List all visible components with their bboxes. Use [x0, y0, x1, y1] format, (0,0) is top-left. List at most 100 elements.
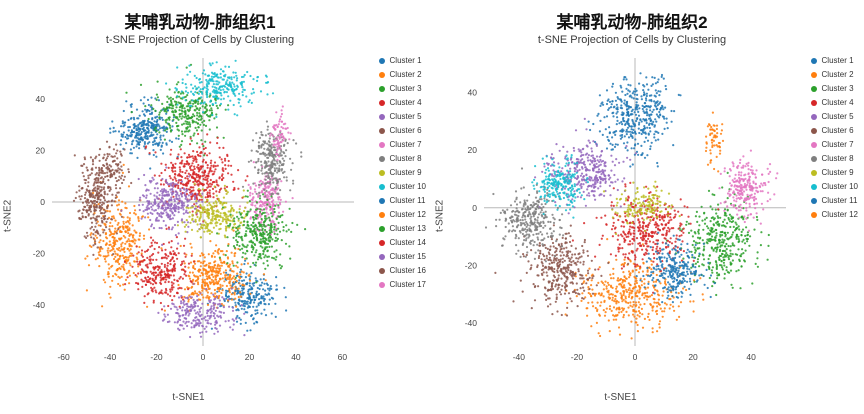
legend-item[interactable]: Cluster 1 — [810, 56, 858, 65]
legend-label: Cluster 7 — [821, 140, 854, 149]
y-tick-label: 0 — [472, 203, 477, 213]
x-tick-label: 0 — [201, 352, 206, 362]
legend-item[interactable]: Cluster 6 — [378, 126, 426, 135]
legend-marker-icon — [810, 169, 817, 176]
legend-item[interactable]: Cluster 13 — [378, 224, 426, 233]
cluster-points — [120, 166, 214, 246]
legend-label: Cluster 5 — [821, 112, 854, 121]
legend-marker-icon — [810, 113, 817, 120]
tsne-panel-lung2: 某哺乳动物-肺组织2 t-SNE Projection of Cells by … — [432, 0, 864, 414]
legend-label: Cluster 4 — [389, 98, 422, 107]
x-tick-label: 40 — [291, 352, 301, 362]
panel-title: 某哺乳动物-肺组织2 — [556, 13, 708, 32]
legend-marker-icon — [378, 225, 385, 232]
legend-item[interactable]: Cluster 2 — [378, 70, 426, 79]
panel-subtitle: t-SNE Projection of Cells by Clustering — [105, 34, 295, 46]
cluster-points — [161, 227, 267, 312]
legend-item[interactable]: Cluster 11 — [810, 196, 858, 205]
scatter-plot[interactable]: -40 -20 0 20 40 -40 -20 0 20 40 — [448, 48, 793, 383]
legend-item[interactable]: Cluster 5 — [378, 112, 426, 121]
legend-item[interactable]: Cluster 17 — [378, 280, 426, 289]
cluster-points — [602, 180, 681, 236]
y-tick-label: -20 — [33, 248, 46, 258]
legend-label: Cluster 10 — [389, 182, 426, 191]
cluster-points — [206, 259, 288, 332]
legend-item[interactable]: Cluster 10 — [378, 182, 426, 191]
legend-item[interactable]: Cluster 10 — [810, 182, 858, 191]
legend-label: Cluster 2 — [821, 70, 854, 79]
scatter-plot[interactable]: -60 -40 -20 0 20 40 60 -40 -20 0 20 40 — [16, 48, 361, 383]
legend-item[interactable]: Cluster 12 — [810, 210, 858, 219]
legend-item[interactable]: Cluster 14 — [378, 238, 426, 247]
cluster-points — [564, 238, 705, 340]
legend-marker-icon — [378, 267, 385, 274]
legend-label: Cluster 1 — [821, 56, 854, 65]
cluster-points — [241, 120, 303, 198]
cluster-points — [165, 59, 275, 118]
x-tick-label: 60 — [338, 352, 348, 362]
legend-marker-icon — [810, 197, 817, 204]
x-tick-label: -60 — [57, 352, 70, 362]
legend-item[interactable]: Cluster 3 — [810, 84, 858, 93]
cluster-points — [72, 140, 123, 256]
legend-marker-icon — [378, 211, 385, 218]
legend-label: Cluster 1 — [389, 56, 422, 65]
legend-item[interactable]: Cluster 1 — [378, 56, 426, 65]
legend-label: Cluster 5 — [389, 112, 422, 121]
x-axis-label: t-SNE1 — [604, 392, 637, 403]
legend-item[interactable]: Cluster 3 — [378, 84, 426, 93]
x-tick-label: -40 — [513, 352, 526, 362]
legend-label: Cluster 6 — [389, 126, 422, 135]
legend-item[interactable]: Cluster 12 — [378, 210, 426, 219]
legend-item[interactable]: Cluster 6 — [810, 126, 858, 135]
legend-item[interactable]: Cluster 5 — [810, 112, 858, 121]
legend-item[interactable]: Cluster 7 — [378, 140, 426, 149]
legend-item[interactable]: Cluster 8 — [810, 154, 858, 163]
legend-item[interactable]: Cluster 9 — [378, 168, 426, 177]
cluster-points — [216, 189, 307, 284]
legend-label: Cluster 8 — [821, 154, 854, 163]
legend-item[interactable]: Cluster 11 — [378, 196, 426, 205]
panel-title: 某哺乳动物-肺组织1 — [124, 13, 276, 32]
legend-marker-icon — [378, 99, 385, 106]
legend-label: Cluster 8 — [389, 154, 422, 163]
cluster-points — [635, 231, 716, 304]
y-tick-label: -20 — [465, 260, 478, 270]
legend-label: Cluster 11 — [389, 196, 426, 205]
cluster-points — [84, 163, 163, 308]
legend-marker-icon — [810, 155, 817, 162]
cluster-legend: Cluster 1 Cluster 2 Cluster 3 Cluster 4 Clus… — [810, 56, 858, 224]
legend-label: Cluster 9 — [821, 168, 854, 177]
cluster-points — [665, 171, 770, 297]
legend-item[interactable]: Cluster 9 — [810, 168, 858, 177]
legend-marker-icon — [378, 155, 385, 162]
legend-label: Cluster 11 — [821, 196, 858, 205]
legend-label: Cluster 3 — [821, 84, 854, 93]
cluster-points — [531, 154, 589, 219]
legend-item[interactable]: Cluster 2 — [810, 70, 858, 79]
legend-label: Cluster 14 — [389, 238, 426, 247]
legend-item[interactable]: Cluster 16 — [378, 266, 426, 275]
legend-label: Cluster 10 — [821, 182, 858, 191]
legend-item[interactable]: Cluster 15 — [378, 252, 426, 261]
legend-marker-icon — [378, 169, 385, 176]
cluster-points — [494, 224, 630, 317]
x-tick-label: 40 — [746, 352, 756, 362]
cluster-points — [125, 63, 230, 157]
legend-label: Cluster 15 — [389, 252, 426, 261]
y-tick-label: 40 — [36, 94, 46, 104]
y-tick-label: 20 — [468, 145, 478, 155]
legend-label: Cluster 12 — [389, 210, 426, 219]
tsne-panel-lung1: 某哺乳动物-肺组织1 t-SNE Projection of Cells by … — [3, 13, 427, 403]
legend-marker-icon — [378, 71, 385, 78]
panel-subtitle: t-SNE Projection of Cells by Clustering — [537, 34, 727, 46]
y-tick-label: -40 — [33, 300, 46, 310]
legend-item[interactable]: Cluster 4 — [378, 98, 426, 107]
legend-item[interactable]: Cluster 7 — [810, 140, 858, 149]
cluster-points — [123, 226, 196, 311]
legend-marker-icon — [810, 85, 817, 92]
legend-item[interactable]: Cluster 8 — [378, 154, 426, 163]
x-tick-label: -20 — [150, 352, 163, 362]
legend-marker-icon — [810, 71, 817, 78]
legend-item[interactable]: Cluster 4 — [810, 98, 858, 107]
